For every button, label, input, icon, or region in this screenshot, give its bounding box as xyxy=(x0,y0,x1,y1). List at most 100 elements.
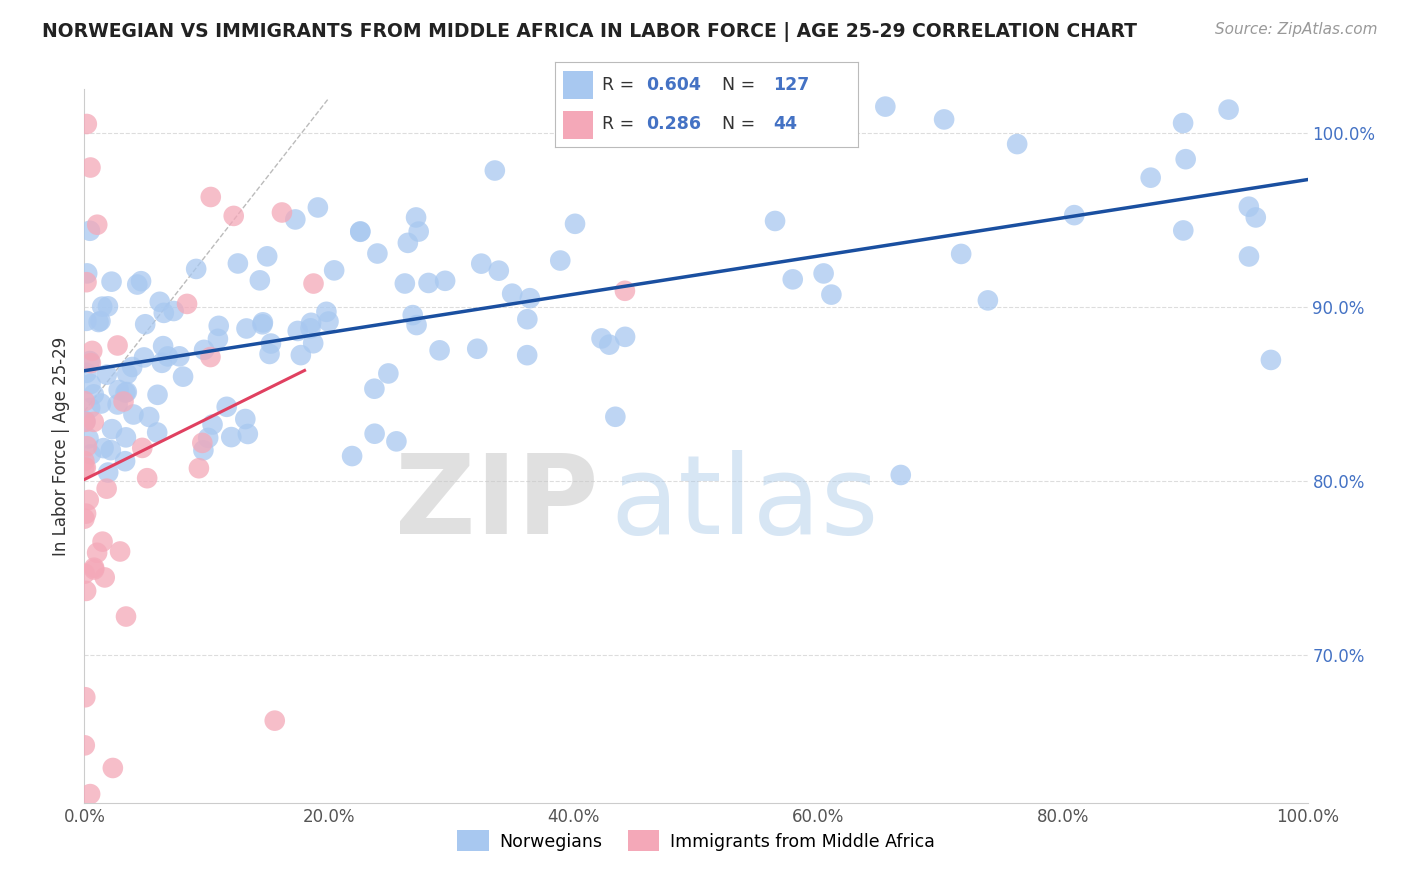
Point xyxy=(315,305,337,319)
Point xyxy=(80,356,103,370)
Text: NORWEGIAN VS IMMIGRANTS FROM MIDDLE AFRICA IN LABOR FORCE | AGE 25-29 CORRELATIO: NORWEGIAN VS IMMIGRANTS FROM MIDDLE AFRI… xyxy=(42,22,1137,42)
Point xyxy=(366,246,388,260)
Point xyxy=(76,117,98,131)
Point xyxy=(83,387,105,401)
Point xyxy=(1171,116,1194,130)
Point xyxy=(256,249,278,263)
Point xyxy=(79,401,101,415)
Point xyxy=(108,544,131,558)
FancyBboxPatch shape xyxy=(562,71,593,99)
Point xyxy=(890,467,912,482)
Point xyxy=(115,367,138,381)
Point xyxy=(318,314,340,328)
Point xyxy=(434,274,457,288)
Point xyxy=(75,415,97,429)
Point xyxy=(1173,223,1195,237)
Point xyxy=(91,300,114,314)
Point xyxy=(249,273,271,287)
Point xyxy=(302,277,325,291)
Point xyxy=(87,315,110,329)
Point xyxy=(77,431,100,445)
Point xyxy=(114,385,136,400)
Point xyxy=(176,297,198,311)
Text: atlas: atlas xyxy=(610,450,879,557)
Point xyxy=(950,247,973,261)
Point xyxy=(394,277,416,291)
Point xyxy=(501,286,523,301)
Point xyxy=(129,274,152,288)
Point xyxy=(932,112,955,127)
Text: ZIP: ZIP xyxy=(395,450,598,557)
Point xyxy=(219,430,242,444)
Point xyxy=(820,287,842,301)
Text: N =: N = xyxy=(721,76,761,94)
Point xyxy=(363,426,385,441)
Point xyxy=(418,276,440,290)
Point xyxy=(83,415,105,429)
Point xyxy=(614,330,637,344)
Text: Source: ZipAtlas.com: Source: ZipAtlas.com xyxy=(1215,22,1378,37)
Point xyxy=(215,400,238,414)
Point xyxy=(465,342,488,356)
Point xyxy=(408,225,430,239)
Point xyxy=(73,739,96,753)
Point xyxy=(138,409,160,424)
Point xyxy=(75,583,97,598)
Point xyxy=(751,124,773,138)
Point xyxy=(191,435,214,450)
Point xyxy=(1005,137,1028,152)
Point xyxy=(307,201,329,215)
Point xyxy=(226,256,249,270)
Point xyxy=(519,291,541,305)
Point xyxy=(1063,208,1085,222)
Point xyxy=(82,343,104,358)
Point xyxy=(236,427,259,442)
Point xyxy=(83,563,105,577)
Point xyxy=(222,209,245,223)
Point xyxy=(172,369,194,384)
Point xyxy=(290,348,312,362)
Point xyxy=(146,388,169,402)
Point xyxy=(100,275,122,289)
Point xyxy=(90,396,112,410)
Point xyxy=(875,100,897,114)
Point xyxy=(136,471,159,485)
Point xyxy=(76,266,98,280)
Point xyxy=(484,163,506,178)
Point xyxy=(169,349,191,363)
Point xyxy=(197,431,219,445)
Point xyxy=(75,366,97,380)
Text: 0.286: 0.286 xyxy=(647,115,702,133)
Point xyxy=(163,304,186,318)
Point xyxy=(96,368,118,382)
Point xyxy=(97,466,120,480)
Point xyxy=(97,299,120,313)
Point xyxy=(260,336,283,351)
Point xyxy=(100,443,122,458)
Point xyxy=(235,321,257,335)
Point xyxy=(107,383,129,397)
Point xyxy=(813,267,835,281)
Point xyxy=(76,439,98,453)
Point xyxy=(193,343,215,357)
Point xyxy=(86,546,108,560)
Point xyxy=(107,397,129,411)
Point xyxy=(548,253,571,268)
Point xyxy=(73,511,96,525)
Point xyxy=(1139,170,1161,185)
Point xyxy=(79,787,101,801)
Point xyxy=(259,347,281,361)
Point xyxy=(1244,211,1267,225)
Point xyxy=(79,376,101,391)
Legend: Norwegians, Immigrants from Middle Africa: Norwegians, Immigrants from Middle Afric… xyxy=(450,823,942,858)
Point xyxy=(1218,103,1240,117)
Point xyxy=(1174,152,1197,166)
Point xyxy=(122,408,145,422)
Point xyxy=(101,761,124,775)
Point xyxy=(429,343,451,358)
Point xyxy=(402,308,425,322)
Point xyxy=(134,318,156,332)
Point xyxy=(115,609,138,624)
Text: R =: R = xyxy=(602,115,640,133)
Point xyxy=(75,507,97,521)
